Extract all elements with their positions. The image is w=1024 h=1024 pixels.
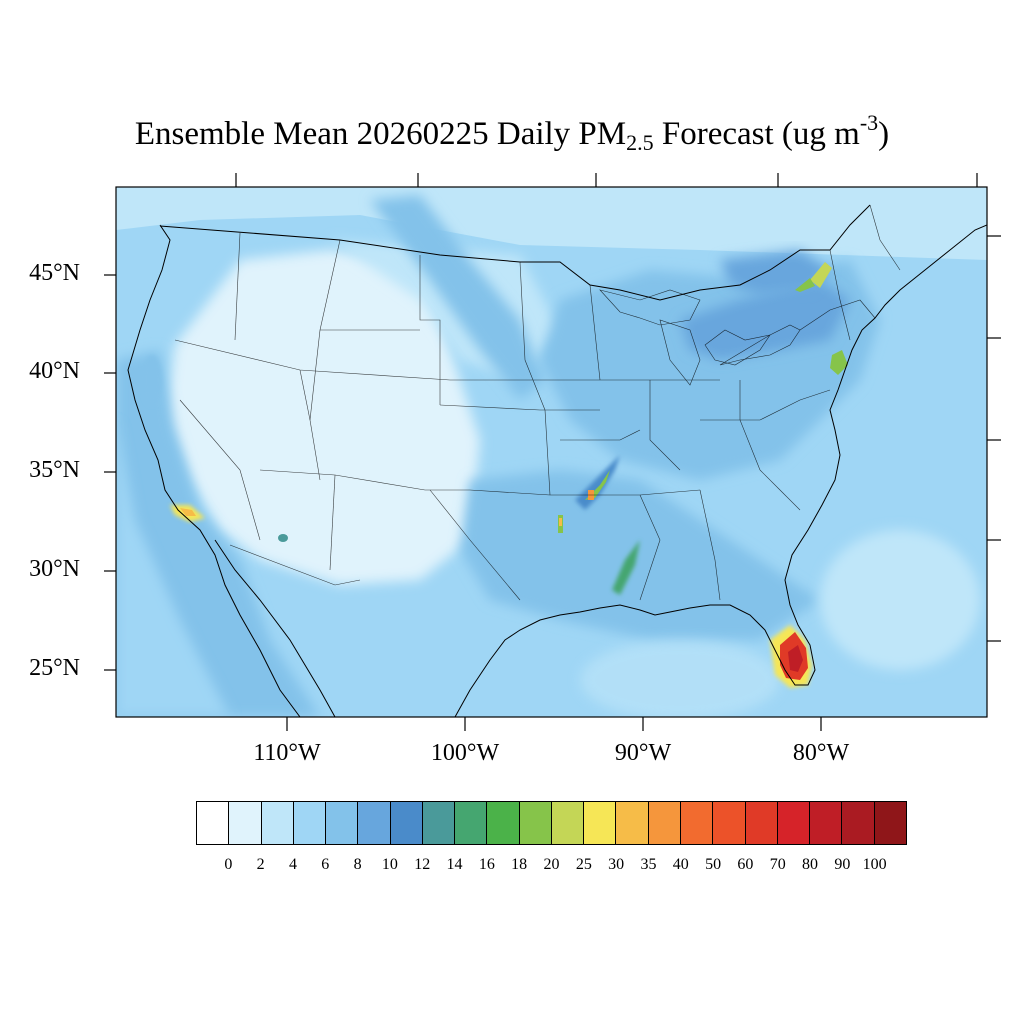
map-title: Ensemble Mean 20260225 Daily PM2.5 Forec… [134,110,890,155]
colorbar-label-30: 30 [608,856,625,873]
colorbar-label-70: 70 [769,856,786,873]
lon-label-110w: 110°W [253,740,321,766]
colorbar-label-8: 8 [353,856,362,873]
colorbar-box-13 [616,802,649,844]
hotspot-mississippi-delta [612,540,640,595]
colorbar-label-6: 6 [321,856,330,873]
colorbar-box-17 [745,802,778,844]
concentration-field [116,187,987,717]
colorbar-label-20: 20 [543,856,560,873]
colorbar-label-80: 80 [802,856,819,873]
colorbar-label-25: 25 [575,856,592,873]
lon-label-80w: 80°W [792,740,850,766]
colorbar-label-90: 90 [834,856,851,873]
colorbar-label-40: 40 [672,856,689,873]
colorbar-label-50: 50 [705,856,722,873]
colorbar-label-2: 2 [256,856,265,873]
colorbar-label-60: 60 [737,856,754,873]
colorbar-box-14 [648,802,681,844]
colorbar-label-18: 18 [511,856,528,873]
colorbar-box-6 [390,802,423,844]
colorbar-box-7 [422,802,456,844]
map-frame [115,186,988,718]
colorbar-label-4: 4 [288,856,297,873]
colorbar-box-16 [713,802,746,844]
hotspot-southern-california [170,505,205,522]
lon-label-100w: 100°W [430,740,500,766]
colorbar-box-20 [842,802,875,844]
lon-label-90w: 90°W [614,740,672,766]
colorbar-box-8 [455,802,488,844]
state-borders [174,204,901,601]
hotspot-arizona [142,355,288,542]
lat-label-40: 40°N [29,358,80,384]
colorbar [196,801,907,845]
colorbar-label-35: 35 [640,856,657,873]
colorbar-box-9 [487,802,520,844]
lat-label-45: 45°N [29,260,80,286]
lat-label-35: 35°N [29,457,80,483]
colorbar-box-10 [519,802,552,844]
colorbar-box-21 [874,802,906,844]
lat-label-25: 25°N [29,655,80,681]
colorbar-box-0 [197,802,230,844]
coastlines [127,204,987,717]
colorbar-label-16: 16 [478,856,495,873]
hotspot-south-florida [770,625,812,688]
colorbar-label-12: 12 [414,856,431,873]
colorbar-box-19 [810,802,843,844]
colorbar-label-100: 100 [862,856,887,873]
colorbar-label-14: 14 [446,856,463,873]
colorbar-box-5 [358,802,391,844]
colorbar-box-4 [326,802,359,844]
colorbar-box-15 [680,802,714,844]
colorbar-label-0: 0 [224,856,233,873]
colorbar-box-1 [229,802,262,844]
colorbar-box-11 [551,802,585,844]
colorbar-box-3 [293,802,327,844]
lat-label-30: 30°N [29,556,80,582]
colorbar-box-2 [261,802,294,844]
colorbar-box-18 [777,802,811,844]
colorbar-box-12 [584,802,617,844]
tick-marks [104,173,1001,731]
colorbar-label-10: 10 [381,856,398,873]
hotspot-new-york [795,262,848,375]
